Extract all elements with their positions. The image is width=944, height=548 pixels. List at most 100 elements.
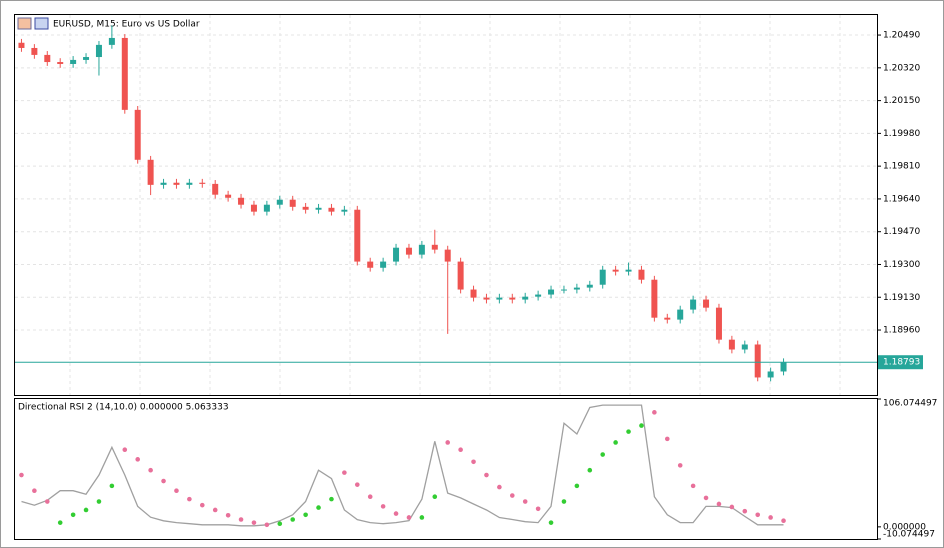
indicator-dot	[419, 515, 425, 520]
indicator-dot	[574, 483, 580, 489]
candle-body	[83, 57, 90, 60]
current-price-box	[878, 355, 923, 370]
indicator-dot	[626, 429, 631, 434]
candle-body	[638, 269, 645, 280]
indicator-dot	[600, 452, 606, 457]
candle-body	[212, 183, 219, 195]
indicator-dot	[70, 512, 76, 518]
indicator-dot	[548, 520, 554, 525]
candle-body	[367, 261, 374, 268]
indicator-dot	[238, 517, 244, 522]
indicator-dot	[251, 520, 257, 525]
candle-body	[18, 42, 25, 48]
indicator-dot	[716, 501, 722, 507]
indicator-dot	[664, 436, 670, 442]
main-pane	[14, 14, 878, 396]
indicator-dot	[458, 447, 463, 453]
candle-body	[289, 199, 296, 207]
candle-body	[134, 109, 141, 160]
candle-body	[173, 182, 180, 185]
y-tick-label: 1.19300	[883, 260, 920, 270]
indicator-dot	[781, 518, 786, 524]
indicator-dot	[290, 517, 296, 522]
candle-body	[483, 297, 490, 300]
candle-body	[444, 249, 451, 262]
indicator-dot	[380, 504, 386, 509]
candle-body	[470, 289, 477, 298]
y-tick-label: 1.20490	[883, 31, 920, 41]
indicator-dot	[187, 496, 192, 502]
indicator-dot	[484, 472, 489, 478]
indicator-dot	[393, 511, 399, 516]
indicator-dot	[264, 522, 270, 528]
indicator-dot	[587, 467, 593, 473]
indicator-dot	[471, 459, 476, 465]
candle-body	[238, 197, 245, 205]
candle-body	[70, 59, 77, 64]
candle-body	[715, 307, 722, 340]
indicator-dot	[535, 506, 541, 512]
indicator-dot	[652, 410, 657, 415]
candle-body	[95, 44, 102, 58]
candle-body	[225, 194, 232, 198]
candle-body	[690, 299, 697, 310]
indicator-dot	[432, 494, 438, 500]
indicator-dot	[677, 463, 683, 468]
candle-body	[57, 62, 64, 64]
candle-body	[586, 284, 593, 288]
indicator-dot	[174, 488, 179, 493]
indicator-dot	[135, 457, 141, 462]
indicator-pane	[14, 398, 878, 540]
indicator-dot	[703, 495, 709, 501]
indicator-dot	[109, 483, 115, 489]
indicator-dot	[367, 494, 373, 500]
indicator-dot	[277, 521, 283, 527]
candle-body	[535, 294, 542, 297]
indicator-dot	[742, 508, 748, 514]
candle-body	[31, 47, 38, 55]
indicator-dot	[729, 504, 735, 510]
candle-body	[664, 317, 671, 320]
candle-body	[121, 37, 128, 110]
indicator-dot	[509, 493, 515, 498]
candle-body	[651, 279, 658, 318]
indicator-dot	[406, 515, 412, 520]
candle-body	[341, 209, 348, 212]
icon-bars[interactable]	[34, 17, 49, 30]
indicator-dot	[303, 512, 308, 518]
candle-body	[263, 204, 270, 212]
y-tick-label: 0.000000	[883, 522, 926, 532]
candle-body	[418, 244, 425, 255]
candle-body	[703, 299, 710, 308]
indicator-dot	[561, 499, 567, 504]
indicator-dot	[690, 483, 696, 489]
y-tick-label: 1.18960	[883, 326, 920, 336]
indicator-dot	[96, 499, 102, 504]
candle-body	[560, 289, 567, 291]
candle-body	[380, 261, 387, 268]
icon-window[interactable]	[17, 17, 32, 30]
indicator-dot	[342, 470, 347, 475]
y-tick-label: 1.19640	[883, 194, 920, 204]
candle-body	[147, 159, 154, 185]
indicator-dot	[613, 440, 618, 445]
indicator-dot	[497, 484, 502, 490]
candle-body	[160, 182, 167, 185]
indicator-dot	[768, 515, 773, 520]
y-tick-label: 1.20150	[883, 96, 920, 106]
indicator-dot	[212, 507, 218, 513]
candle-body	[728, 339, 735, 350]
indicator-dot	[161, 478, 166, 484]
indicator-dot	[755, 512, 761, 518]
candle-body	[354, 209, 361, 262]
indicator-dot	[329, 496, 334, 502]
y-tick-label: 1.20320	[883, 63, 920, 73]
symbol-icons[interactable]	[17, 17, 49, 30]
indicator-dot	[44, 499, 50, 504]
candle-body	[44, 54, 51, 63]
indicator-dot	[639, 423, 644, 428]
candle-body	[431, 244, 438, 250]
candle-body	[108, 37, 115, 45]
